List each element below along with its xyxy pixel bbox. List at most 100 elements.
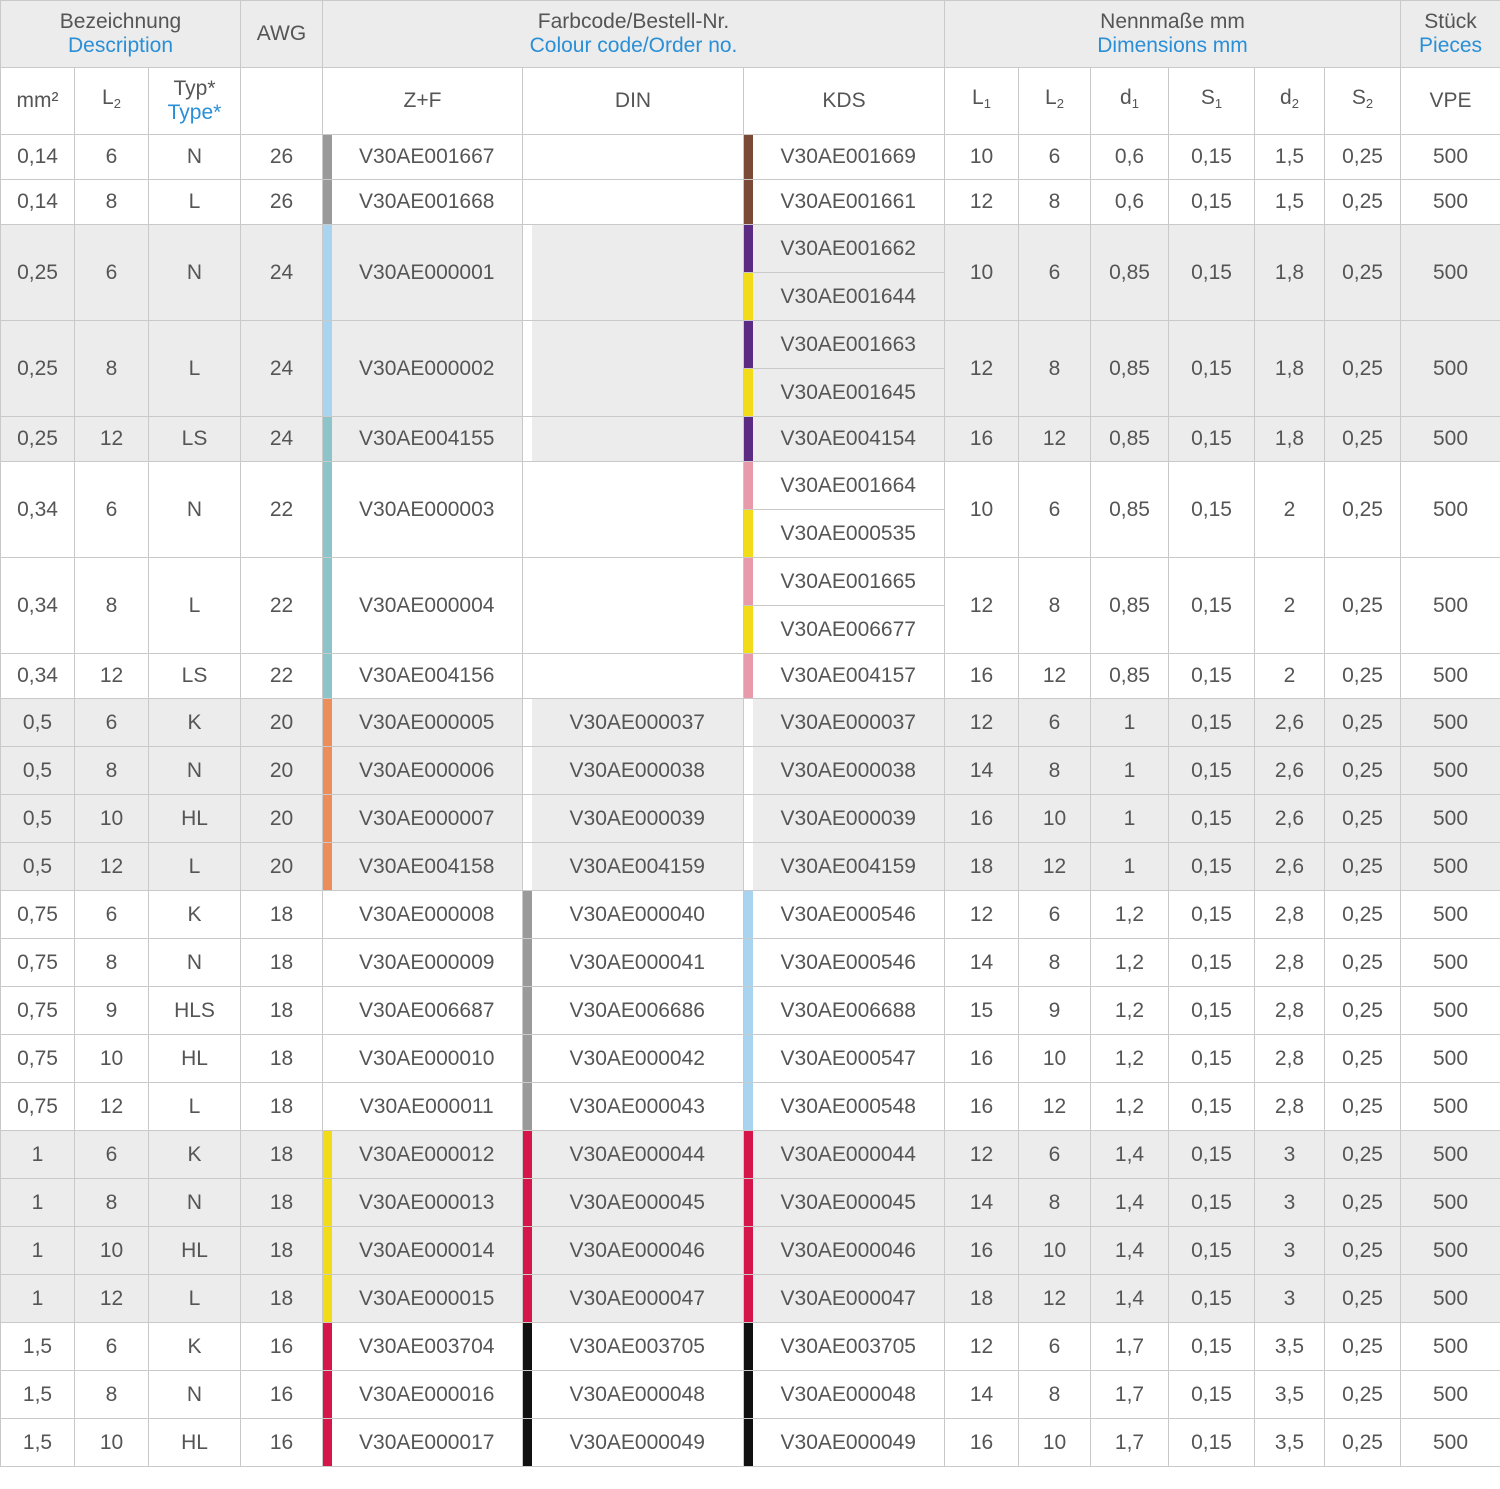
cell-L1: 14 [944,938,1019,987]
cell-awg: 22 [240,653,323,699]
cell-l2: 6 [74,134,149,180]
cell-s1: 0,15 [1168,557,1255,654]
cell-d1: 0,85 [1090,461,1169,558]
din-colour-swatch [522,794,532,843]
cell-d2: 1,8 [1254,320,1325,417]
table-row: 0,34 12 LS 22 V30AE004156 V30AE004157 16 12 0,85… [0,653,1500,699]
cell-l2: 12 [74,1274,149,1323]
d2-sub: 2 [1291,96,1299,111]
cell-mm2: 1,5 [0,1322,75,1371]
cell-vpe: 500 [1400,1034,1500,1083]
kds-colour-swatch [743,794,753,843]
l2-sub: 2 [113,96,121,111]
cell-awg: 20 [240,794,323,843]
cell-d1: 1,7 [1090,1322,1169,1371]
kds-colour-swatch [743,509,753,558]
din-colour-swatch [522,224,532,321]
cell-din-order-no [531,653,744,699]
dimensions-de: Nennmaße mm [1100,10,1245,33]
cell-L1: 10 [944,461,1019,558]
cell-awg: 24 [240,224,323,321]
zf-colour-swatch [322,1130,332,1179]
table-row: 0,34 8 L 22 V30AE000004 V30AE001665 12 8 0,85 0,1… [0,557,1500,654]
cell-vpe: 500 [1400,1370,1500,1419]
cell-d1: 1,2 [1090,1082,1169,1131]
s1-header: S1 [1168,67,1255,135]
cell-L2: 10 [1018,1034,1091,1083]
cell-L2: 10 [1018,1226,1091,1275]
cell-kds-order-no: V30AE001662 [752,224,945,273]
cell-din-order-no [531,134,744,180]
table-row: 0,75 6 K 18 V30AE000008 V30AE000040 V30AE00054… [0,890,1500,939]
din-colour-swatch [522,1322,532,1371]
cell-s1: 0,15 [1168,224,1255,321]
cell-s1: 0,15 [1168,653,1255,699]
s1-sub: 1 [1214,96,1223,111]
cell-zf-order-no: V30AE000011 [331,1082,523,1131]
cell-awg: 18 [240,938,323,987]
cell-awg: 26 [240,134,323,180]
kds-colour-swatch [743,1226,753,1275]
cell-din-order-no: V30AE000045 [531,1178,744,1227]
din-colour-swatch [522,1178,532,1227]
cell-d1: 1 [1090,794,1169,843]
cell-zf-order-no: V30AE000014 [331,1226,523,1275]
kds-colour-swatch [743,653,753,699]
cell-vpe: 500 [1400,416,1500,462]
din-colour-swatch [522,557,532,654]
table-row: 1,5 10 HL 16 V30AE000017 V30AE000049 V30AE0000… [0,1418,1500,1467]
cell-l2: 6 [74,698,149,747]
cell-awg: 22 [240,461,323,558]
cell-s1: 0,15 [1168,890,1255,939]
cell-L2: 9 [1018,986,1091,1035]
cell-awg: 20 [240,842,323,891]
cell-l2: 8 [74,320,149,417]
cell-d2: 2,8 [1254,890,1325,939]
cell-s1: 0,15 [1168,1226,1255,1275]
cell-l2: 6 [74,1322,149,1371]
cell-kds-order-no: V30AE000038 [752,746,945,795]
cell-d2: 2,8 [1254,1082,1325,1131]
cell-d1: 1,7 [1090,1370,1169,1419]
cell-mm2: 0,25 [0,416,75,462]
cell-zf-order-no: V30AE004156 [331,653,523,699]
cell-awg: 18 [240,1226,323,1275]
type-en: Type* [167,101,222,124]
cell-s1: 0,15 [1168,1082,1255,1131]
zf-colour-swatch [322,842,332,891]
cell-s2: 0,25 [1323,842,1402,891]
din-colour-swatch [522,179,532,225]
table-row: 0,75 10 HL 18 V30AE000010 V30AE000042 V30AE000… [0,1034,1500,1083]
cell-L1: 18 [944,842,1019,891]
cell-mm2: 0,34 [0,653,75,699]
table-row: 0,5 8 N 20 V30AE000006 V30AE000038 V30AE000038… [0,746,1500,795]
zf-colour-swatch [322,134,332,180]
zf-colour-swatch [322,557,332,654]
cell-s1: 0,15 [1168,1370,1255,1419]
cell-kds-order-no: V30AE000037 [752,698,945,747]
cell-mm2: 0,75 [0,938,75,987]
cell-awg: 24 [240,320,323,417]
table-row: 1 10 HL 18 V30AE000014 V30AE000046 V30AE000046… [0,1226,1500,1275]
zf-colour-swatch [322,653,332,699]
cell-din-order-no: V30AE000041 [531,938,744,987]
din-colour-swatch [522,134,532,180]
L2-header: L2 [1018,67,1091,135]
cell-L1: 12 [944,1130,1019,1179]
cell-s2: 0,25 [1323,1274,1402,1323]
zf-colour-swatch [322,179,332,225]
d2-header: d2 [1254,67,1325,135]
kds-colour-swatch [743,1418,753,1467]
table-row: 0,75 9 HLS 18 V30AE006687 V30AE006686 V30AE006… [0,986,1500,1035]
cell-s2: 0,25 [1323,320,1402,417]
cell-d1: 0,6 [1090,134,1169,180]
cell-kds-order-no: V30AE003705 [752,1322,945,1371]
cell-d2: 2 [1254,461,1325,558]
cell-L2: 12 [1018,653,1091,699]
d1-sub: 1 [1131,96,1139,111]
cell-s2: 0,25 [1323,224,1402,321]
cell-zf-order-no: V30AE000004 [331,557,523,654]
cell-type: HL [148,794,241,843]
cell-kds-order-no: V30AE001669 [752,134,945,180]
cell-s1: 0,15 [1168,416,1255,462]
